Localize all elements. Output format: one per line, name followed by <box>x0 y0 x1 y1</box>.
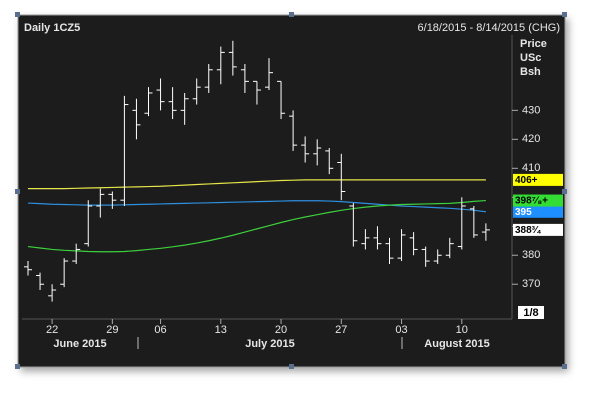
moving-average-line <box>28 179 486 190</box>
chart-frame <box>17 14 566 368</box>
y-tick-label: 370 <box>522 278 540 290</box>
price-label-box <box>513 173 563 186</box>
tick-size-box <box>518 306 544 319</box>
price-label: 395 <box>515 207 532 218</box>
price-label: 398⁷⁄₈+ <box>515 196 548 207</box>
y-tick-label: 410 <box>522 162 540 174</box>
y-axis-label: Bsh <box>520 66 541 78</box>
price-label-box <box>513 194 563 207</box>
price-label: 388³⁄₄ <box>515 225 542 236</box>
selection-handles <box>15 12 567 369</box>
y-tick-label: 380 <box>522 249 540 261</box>
price-label-box <box>513 223 563 236</box>
date-range: 6/18/2015 - 8/14/2015 (CHG) <box>418 22 560 34</box>
x-tick-label: 22 <box>46 324 58 336</box>
x-tick-label: 29 <box>106 324 118 336</box>
y-axis-label: USc <box>520 52 541 64</box>
price-label-box <box>513 205 563 218</box>
x-tick-label: 10 <box>456 324 468 336</box>
y-axis-label: Price <box>520 38 547 50</box>
x-tick-label: 27 <box>335 324 347 336</box>
x-tick-label: 06 <box>154 324 166 336</box>
y-tick-label: 430 <box>522 104 540 116</box>
x-tick-label: 13 <box>215 324 227 336</box>
x-tick-label: 03 <box>395 324 407 336</box>
price-label: 406+ <box>515 175 538 186</box>
y-tick-label: 420 <box>522 133 540 145</box>
moving-average-line <box>27 199 486 253</box>
month-label: August 2015 <box>424 338 489 350</box>
chart-title: Daily 1CZ5 <box>24 22 80 34</box>
x-tick-label: 20 <box>275 324 287 336</box>
moving-average-line <box>27 200 486 213</box>
tick-size: 1/8 <box>523 307 538 319</box>
month-label: June 2015 <box>53 338 106 350</box>
month-label: July 2015 <box>245 338 295 350</box>
